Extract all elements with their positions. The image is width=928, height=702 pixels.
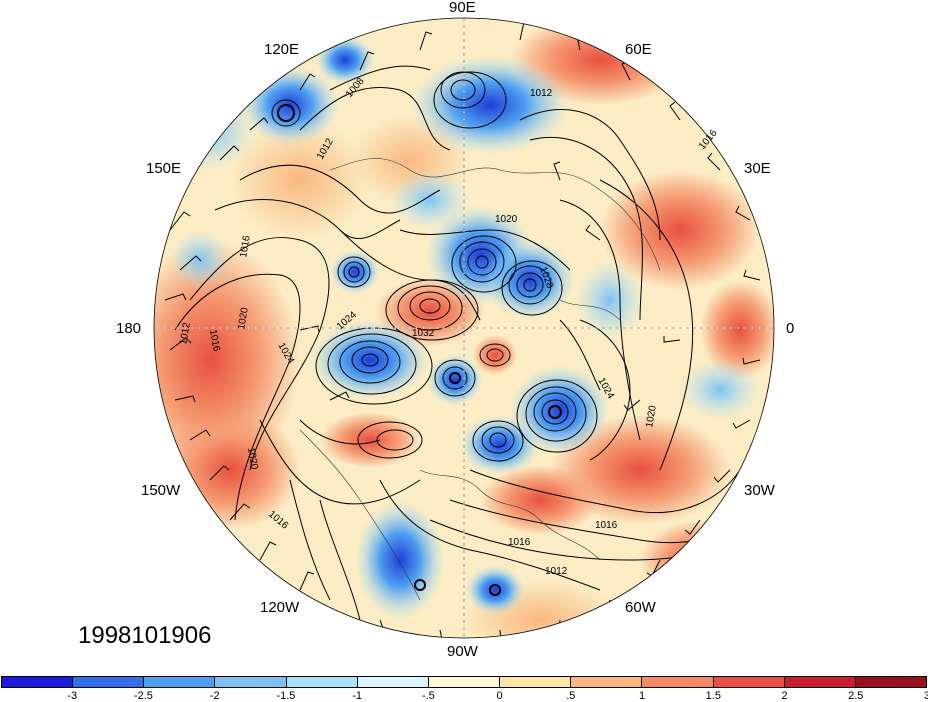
map-boundary	[153, 17, 775, 639]
colorbar-segment	[73, 677, 145, 687]
low-pressure-center-pacific	[414, 579, 501, 596]
colorbar-tick-label: 2.5	[848, 690, 864, 702]
low-pressure-center-east-asia	[271, 99, 301, 127]
contour-label: 1020	[236, 306, 251, 330]
low-pressure-center-okhotsk	[337, 256, 371, 288]
colorbar-tick-label: -.5	[421, 690, 435, 702]
low-pressure-center-siberia	[433, 71, 507, 129]
contour-label: 1020	[644, 404, 659, 428]
high-pressure-center-alaska	[357, 421, 423, 459]
longitude-label-30e: 30E	[744, 160, 771, 177]
contour-label: 1012	[530, 88, 553, 99]
contour-label: 1016	[238, 234, 253, 258]
contour-label: 1020	[495, 214, 518, 225]
low-pressure-center-barents	[501, 260, 563, 316]
contour-label: 1016	[207, 329, 222, 353]
longitude-label-180: 180	[116, 320, 142, 337]
colorbar-tick-label: -1.5	[276, 690, 296, 702]
longitude-label-30w: 30W	[744, 482, 775, 499]
colorbar-segment	[2, 677, 74, 687]
low-pressure-center-canada	[434, 359, 476, 397]
colorbar-tick-label: -3	[67, 690, 78, 702]
pressure-contours	[174, 65, 771, 621]
colorbar-segment	[571, 677, 643, 687]
colorbar-tick-label: 2	[781, 690, 788, 702]
colorbar-segment	[286, 677, 358, 687]
colorbar-tick-label: 3	[923, 690, 928, 702]
colorbar-tick-label: 1.5	[705, 690, 721, 702]
colorbar-segment	[144, 677, 216, 687]
colorbar-segment	[784, 677, 856, 687]
colorbar-tick-label: -1	[352, 690, 363, 702]
contour-label: 1016	[508, 537, 531, 548]
contour-label: 1012	[545, 566, 568, 577]
date-stamp: 1998101906	[78, 622, 212, 649]
colorbar-tick-label: -2.5	[133, 690, 153, 702]
colorbar-tick-label: -2	[209, 690, 220, 702]
low-pressure-center-bering	[315, 327, 433, 405]
colorbar-segment	[642, 677, 714, 687]
contour-label: 1016	[595, 520, 618, 531]
longitude-label-60w: 60W	[625, 599, 656, 616]
graticule-dark	[154, 18, 774, 638]
low-pressure-center-labrador	[472, 420, 524, 462]
longitude-label-120e: 120E	[264, 41, 300, 58]
colorbar-segment	[215, 677, 287, 687]
longitude-label-150w: 150W	[141, 482, 181, 499]
colorbar-segment	[428, 677, 501, 687]
contour-label: 1020	[245, 447, 260, 471]
colorbar-tick-label: 0	[496, 690, 503, 702]
longitude-label-120w: 120W	[260, 599, 300, 616]
colorbar-tick-label: 1	[639, 690, 646, 702]
longitude-label-150e: 150E	[146, 160, 182, 177]
coastlines	[299, 158, 661, 601]
colorbar-segment	[855, 677, 927, 687]
low-pressure-center-kara	[451, 235, 517, 293]
low-pressure-center-atlantic	[516, 379, 598, 453]
colorbar	[1, 676, 927, 688]
colorbar-segment	[357, 677, 429, 687]
colorbar-tick-label: .5	[566, 690, 576, 702]
colorbar-segment	[713, 677, 785, 687]
longitude-label-0: 0	[786, 320, 795, 337]
high-pressure-center-greenland	[479, 343, 511, 367]
longitude-label-60e: 60E	[625, 41, 652, 58]
colorbar-segment	[500, 677, 572, 687]
contour-label: 1012	[178, 321, 193, 345]
contour-label: 1032	[412, 328, 435, 339]
longitude-label-90w: 90W	[447, 643, 478, 660]
longitude-label-90e: 90E	[449, 0, 476, 16]
